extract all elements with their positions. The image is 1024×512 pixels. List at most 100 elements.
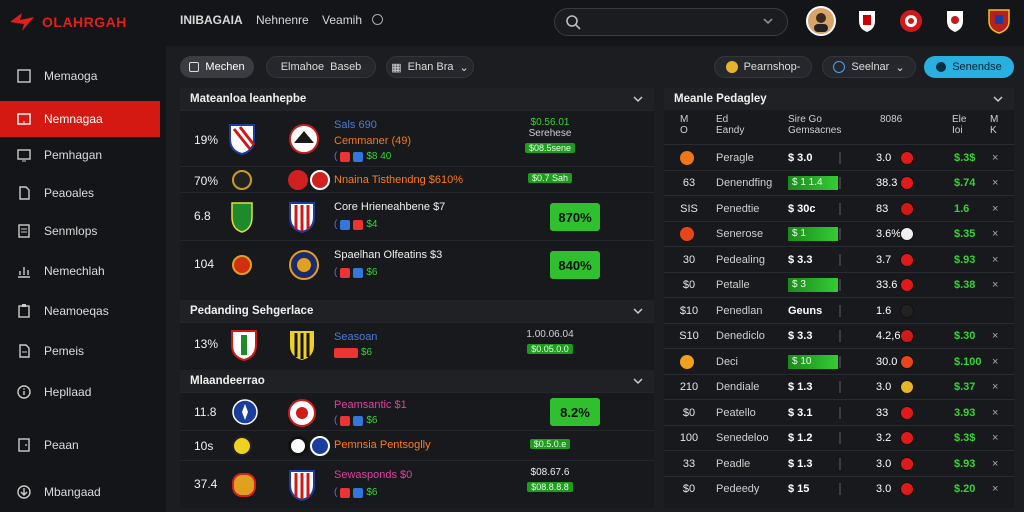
row-green-value[interactable]: $.93 xyxy=(954,457,976,470)
table-row[interactable]: $0 Pedeedy $ 15 3.0 $.20 × xyxy=(664,475,1014,502)
sidebar-item-9[interactable]: Hepllaad xyxy=(0,374,160,410)
button-label: Senendse xyxy=(952,61,1002,73)
odds-block[interactable]: $0.5.0.e xyxy=(520,439,580,450)
match-row[interactable]: 11.8 Peamsantic $1 ($6 8.2% xyxy=(180,392,654,430)
info-icon xyxy=(17,385,31,399)
match-row[interactable]: 13% Seasoan $6 1.00.06.04 $0.05.0.0 xyxy=(180,322,654,366)
team-chips: ($6 xyxy=(334,267,378,278)
table-row[interactable]: S10 Denediclo $ 3.3 4.2,6 $.30 × xyxy=(664,322,1014,349)
sidebar-item-2-active[interactable]: Nemnagaa xyxy=(0,101,160,137)
match-row[interactable]: 10s Pemnsia Pentsoglly $0.5.0.e xyxy=(180,430,654,460)
primary-action-button[interactable]: Senendse xyxy=(924,56,1014,78)
match-row[interactable]: 104 Spaelhan Olfeatins $3 ($6 840% xyxy=(180,240,654,288)
table-row[interactable]: $0 Petalle $ 3 33.6 $.38 × xyxy=(664,271,1014,298)
row-green-value[interactable]: $.3$ xyxy=(954,151,976,164)
close-icon[interactable]: × xyxy=(992,330,999,342)
odds-big-button[interactable]: 8.2% xyxy=(550,398,600,426)
chip-label: Baseb xyxy=(330,61,362,73)
club-badge-icon[interactable] xyxy=(852,6,882,36)
row-green-value[interactable]: $.20 xyxy=(954,483,976,495)
row-green-value[interactable]: $.3$ xyxy=(954,432,976,444)
table-row[interactable]: Senerose $ 1 3.6% $.35 × xyxy=(664,220,1014,247)
sidebar-item-4[interactable]: Peaoales xyxy=(0,175,160,211)
odds-progress-bar[interactable]: $ 3 xyxy=(788,278,838,292)
row-green-value[interactable]: $.100 xyxy=(954,355,982,368)
odds-big-button[interactable]: 840% xyxy=(550,251,600,279)
close-icon[interactable]: × xyxy=(992,202,999,215)
close-icon[interactable]: × xyxy=(992,483,999,495)
row-label: Petalle xyxy=(716,279,750,291)
avatar[interactable] xyxy=(806,6,836,36)
table-row[interactable]: SIS Penedtie $ 30c 83 1.6 × xyxy=(664,195,1014,221)
close-icon[interactable]: × xyxy=(992,406,999,419)
sidebar-item-11[interactable]: Mbangaad xyxy=(0,474,160,510)
row-green-value[interactable]: $.38 xyxy=(954,279,976,291)
row-green-value[interactable]: $.93 xyxy=(954,253,976,266)
section-header[interactable]: Pedanding Sehgerlace xyxy=(180,300,654,322)
sidebar-item-1[interactable]: Memaoga xyxy=(0,58,160,94)
currency-dropdown[interactable]: Pearnshop- xyxy=(714,56,812,78)
section-header[interactable]: Meanle Pedagley xyxy=(664,88,1014,110)
sidebar-item-3[interactable]: Pemhagan xyxy=(0,137,160,173)
row-green-value[interactable]: $.30 xyxy=(954,330,976,342)
search-bar[interactable] xyxy=(554,8,788,36)
table-row[interactable]: 63 Denendfing $ 1 1.4 38.3 $.74 × xyxy=(664,169,1014,196)
odds-block[interactable]: 1.00.06.04 $0.05.0.0 xyxy=(520,329,580,355)
table-row[interactable]: $0 Peatello $ 3.1 33 3.93 × xyxy=(664,399,1014,425)
odds-big-button[interactable]: 870% xyxy=(550,203,600,231)
table-row[interactable]: 100 Senedeloo $ 1.2 3.2 $.3$ × xyxy=(664,424,1014,451)
close-icon[interactable]: × xyxy=(992,228,999,240)
column-header: Ele Ioi xyxy=(952,114,970,136)
match-row[interactable]: 6.8 Core Hrieneahbene $7 ($4 870% xyxy=(180,192,654,240)
sidebar-item-10[interactable]: Peaan xyxy=(0,427,160,463)
row-green-value[interactable]: $.35 xyxy=(954,228,976,240)
club-badge-icon-2[interactable] xyxy=(896,6,926,36)
odds-block[interactable]: $0.56.01 Serehese $08.5sene xyxy=(520,117,580,154)
table-row[interactable]: $10 Penedlan Geuns 1.6 xyxy=(664,297,1014,323)
row-green-value[interactable]: $.74 xyxy=(954,177,976,189)
odds-progress-bar[interactable]: $ 1 xyxy=(788,227,838,241)
match-row[interactable]: 19% Sals 690 Cemmaner (49) ($8 40 $0.56.… xyxy=(180,110,654,166)
odds-progress-bar[interactable]: $ 10 xyxy=(788,354,838,369)
table-row[interactable]: Peragle $ 3.0 3.0 $.3$ × xyxy=(664,144,1014,170)
close-icon[interactable]: × xyxy=(992,177,999,189)
team-crest-icon xyxy=(232,473,256,497)
filter-chip-active[interactable]: Mechen xyxy=(180,56,254,78)
match-row[interactable]: 37.4 Sewasponds $0 ($6 $08.67.6 $08.8.8.8 xyxy=(180,460,654,508)
table-row[interactable]: 33 Peadle $ 1.3 3.0 $.93 × xyxy=(664,450,1014,476)
topnav-item-1[interactable]: INIBAGAIA xyxy=(180,13,243,27)
sidebar-item-5[interactable]: Senmlops xyxy=(0,213,160,249)
table-row[interactable]: 30 Pedealing $ 3.3 3.7 $.93 × xyxy=(664,246,1014,272)
sidebar-item-8[interactable]: Pemeis xyxy=(0,333,160,369)
close-icon[interactable]: × xyxy=(992,253,999,266)
row-green-value[interactable]: 3.93 xyxy=(954,406,976,419)
close-icon[interactable]: × xyxy=(992,432,999,444)
close-icon[interactable]: × xyxy=(992,151,999,164)
odds-progress-bar[interactable]: $ 1 1.4 xyxy=(788,176,838,190)
close-icon[interactable]: × xyxy=(992,279,999,291)
row-green-value[interactable]: 1.6 xyxy=(954,202,970,215)
odds-block[interactable]: $0.7 Sah xyxy=(520,173,580,184)
odds-block[interactable]: $08.67.6 $08.8.8.8 xyxy=(520,467,580,493)
section-header[interactable]: Mlaandeerrao xyxy=(180,370,654,392)
close-icon[interactable]: × xyxy=(992,355,999,368)
table-row[interactable]: 210 Dendiale $ 1.3 3.0 $.37 × xyxy=(664,373,1014,400)
row-green-value[interactable]: $.37 xyxy=(954,381,976,393)
sidebar-item-7[interactable]: Neamoeqas xyxy=(0,293,160,329)
close-icon[interactable]: × xyxy=(992,457,999,470)
club-badge-icon-3[interactable] xyxy=(940,6,970,36)
filter-chip-group[interactable]: Elmahoe Baseb xyxy=(266,56,376,78)
team-crest-icon xyxy=(231,202,253,233)
selector-dropdown[interactable]: Seelnar ⌄ xyxy=(822,56,916,78)
sort-dropdown[interactable]: ▦ Ehan Bra ⌄ xyxy=(386,56,474,78)
match-row[interactable]: 70% Nnaina Tisthendng $610% $0.7 Sah xyxy=(180,166,654,192)
topnav-item-3[interactable]: Veamih xyxy=(322,13,363,27)
sidebar-item-6[interactable]: Nemechlah xyxy=(0,253,160,289)
settings-icon[interactable] xyxy=(372,14,383,25)
close-icon[interactable]: × xyxy=(992,381,999,393)
topnav-item-2[interactable]: Nehnenre xyxy=(256,13,309,27)
brand-logo[interactable]: OLAHRGAH xyxy=(8,8,158,36)
club-badge-icon-4[interactable] xyxy=(984,6,1014,36)
table-row[interactable]: Deci $ 10 30.0 $.100 × xyxy=(664,348,1014,374)
section-header[interactable]: Mateanloa leanhepbe xyxy=(180,88,654,110)
